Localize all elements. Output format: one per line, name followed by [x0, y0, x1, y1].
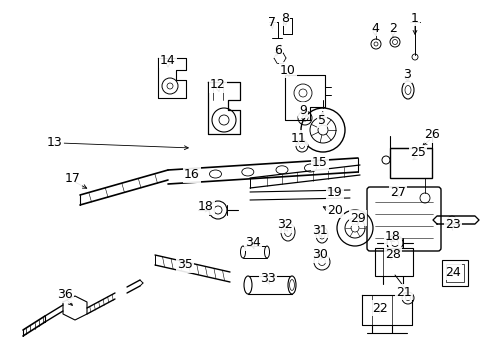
Text: 14: 14 — [160, 54, 176, 67]
Text: 5: 5 — [317, 113, 325, 126]
Text: 33: 33 — [260, 271, 275, 284]
Text: 9: 9 — [299, 104, 306, 117]
Text: 4: 4 — [370, 22, 378, 35]
Text: 28: 28 — [384, 248, 400, 261]
Ellipse shape — [240, 246, 245, 258]
Text: 23: 23 — [444, 219, 460, 231]
Text: 32: 32 — [277, 219, 292, 231]
Ellipse shape — [287, 276, 295, 294]
Text: 16: 16 — [184, 168, 200, 181]
Text: 19: 19 — [326, 185, 342, 198]
Ellipse shape — [264, 246, 269, 258]
Text: 35: 35 — [177, 258, 193, 271]
Text: 36: 36 — [57, 288, 73, 302]
Text: 34: 34 — [244, 237, 260, 249]
Bar — [441, 260, 467, 286]
Text: 1: 1 — [410, 12, 418, 24]
Text: 2: 2 — [388, 22, 396, 35]
Text: 10: 10 — [280, 63, 295, 77]
Text: 31: 31 — [311, 224, 327, 237]
Text: 22: 22 — [371, 302, 387, 315]
Text: 7: 7 — [267, 15, 275, 28]
Ellipse shape — [244, 276, 251, 294]
Text: 25: 25 — [409, 147, 425, 159]
Text: 3: 3 — [402, 68, 410, 81]
Text: 21: 21 — [395, 285, 411, 298]
Polygon shape — [63, 296, 87, 320]
Text: 6: 6 — [273, 44, 282, 57]
Bar — [445, 264, 463, 282]
Text: 20: 20 — [326, 203, 342, 216]
Text: 27: 27 — [389, 186, 405, 199]
Text: 17: 17 — [65, 171, 81, 184]
Text: 15: 15 — [311, 157, 327, 170]
Text: 30: 30 — [311, 248, 327, 261]
Text: 11: 11 — [290, 131, 306, 144]
Bar — [374, 248, 412, 276]
Polygon shape — [432, 216, 478, 224]
Text: 18: 18 — [198, 201, 214, 213]
Text: 24: 24 — [444, 266, 460, 279]
Text: 18: 18 — [384, 230, 400, 243]
Text: 29: 29 — [349, 211, 365, 225]
Text: 13: 13 — [47, 136, 63, 149]
Text: 26: 26 — [423, 129, 439, 141]
Bar — [389, 148, 431, 178]
Text: 12: 12 — [210, 78, 225, 91]
Text: 8: 8 — [281, 12, 288, 24]
